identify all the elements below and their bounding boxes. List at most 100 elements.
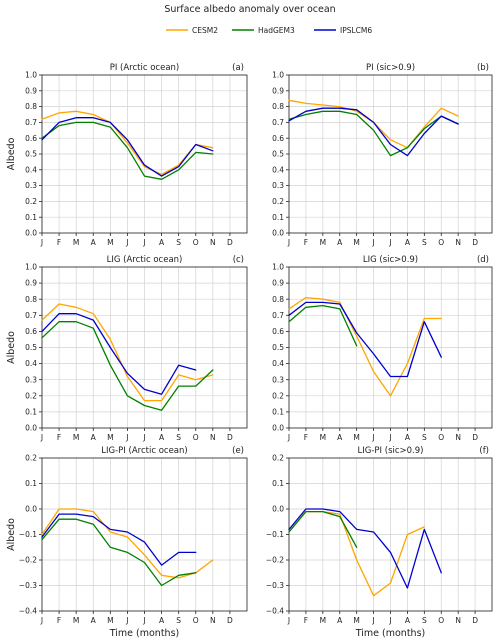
x-tick-label: J xyxy=(40,433,43,442)
y-tick-label: 1.0 xyxy=(272,263,284,272)
y-tick-label: 0.8 xyxy=(272,102,284,111)
x-tick-label: M xyxy=(353,433,359,442)
x-tick-label: S xyxy=(176,433,181,442)
x-tick-label: D xyxy=(472,616,478,625)
x-tick-label: M xyxy=(107,238,113,247)
legend-label-hadgem3: HadGEM3 xyxy=(258,26,295,35)
x-tick-label: J xyxy=(287,238,290,247)
x-tick-label: M xyxy=(353,238,359,247)
series-line-hadgem3 xyxy=(288,110,459,157)
panel-title: LIG-PI (sic>0.9) xyxy=(358,446,424,456)
x-tick-label: O xyxy=(438,433,444,442)
x-tick-label: J xyxy=(125,238,128,247)
x-tick-label: A xyxy=(91,433,97,442)
x-tick-label: A xyxy=(337,433,343,442)
y-tick-label: 0.2 xyxy=(272,391,284,400)
x-tick-label: F xyxy=(57,238,61,247)
y-tick-label: 0.6 xyxy=(25,134,37,143)
series-line-hadgem3 xyxy=(288,510,358,548)
y-tick-label: 0.6 xyxy=(272,327,284,336)
x-tick-label: O xyxy=(438,238,444,247)
y-tick-label: −0.1 xyxy=(266,530,284,539)
x-tick-label: A xyxy=(405,616,411,625)
y-tick-label: 0.1 xyxy=(25,479,37,488)
x-tick-label: D xyxy=(227,433,233,442)
y-axis-label: Albedo xyxy=(6,137,17,170)
y-tick-label: 0.7 xyxy=(25,311,37,320)
x-tick-label: J xyxy=(371,616,374,625)
series-line-cesm2 xyxy=(288,296,442,397)
panel-e: −0.4 −0.3 −0.2 −0.1 0.0 0.1 0.2 J F M A M J J A S O N D LIG… xyxy=(6,446,248,639)
x-tick-label: F xyxy=(57,616,61,625)
panel-b: 0.0 0.1 0.2 0.3 0.4 0.5 0.6 0.7 0.8 0.9 1.0 J F M A M J J… xyxy=(272,63,493,247)
y-tick-label: 0.2 xyxy=(25,197,37,206)
y-tick-label: 0.6 xyxy=(272,134,284,143)
x-tick-label: D xyxy=(227,616,233,625)
y-tick-label: 0.8 xyxy=(25,295,37,304)
x-tick-label: A xyxy=(337,238,343,247)
x-tick-label: J xyxy=(40,238,43,247)
x-tick-label: M xyxy=(320,238,326,247)
x-tick-label: N xyxy=(210,433,216,442)
chart-panels: 0.0 0.1 0.2 0.3 0.4 0.5 0.6 0.7 0.8 0.9 1.0 J F M A M J J… xyxy=(6,63,493,639)
y-axis-label: Albedo xyxy=(6,518,17,551)
series-line-hadgem3 xyxy=(41,518,197,587)
panel-a: 0.0 0.1 0.2 0.3 0.4 0.5 0.6 0.7 0.8 0.9 1.0 J F M A M J J… xyxy=(6,63,248,247)
x-tick-label: F xyxy=(57,433,61,442)
y-tick-label: 0.0 xyxy=(25,229,37,238)
x-tick-label: N xyxy=(210,616,216,625)
y-tick-label: −0.3 xyxy=(266,581,284,590)
y-tick-label: 0.0 xyxy=(272,505,284,514)
y-tick-label: 0.5 xyxy=(272,343,284,352)
series-line-ipslcm6 xyxy=(288,107,459,157)
y-tick-label: −0.2 xyxy=(19,556,37,565)
x-tick-label: N xyxy=(210,238,216,247)
x-tick-label: N xyxy=(455,238,461,247)
x-tick-label: N xyxy=(455,616,461,625)
plot-frame xyxy=(288,266,493,429)
panel-letter: (e) xyxy=(232,446,244,456)
x-tick-label: A xyxy=(159,616,165,625)
y-tick-label: 0.4 xyxy=(25,165,37,174)
y-tick-label: 0.8 xyxy=(25,102,37,111)
panel-title: LIG-PI (Arctic ocean) xyxy=(101,446,187,456)
x-tick-label: F xyxy=(304,616,308,625)
y-tick-label: 0.3 xyxy=(272,375,284,384)
x-tick-label: A xyxy=(405,433,411,442)
y-tick-label: 0.5 xyxy=(25,343,37,352)
y-tick-label: 0.9 xyxy=(272,279,284,288)
y-tick-label: 0.1 xyxy=(272,479,284,488)
series-line-ipslcm6 xyxy=(41,513,197,566)
y-tick-label: 0.4 xyxy=(272,165,284,174)
y-tick-label: 0.0 xyxy=(25,424,37,433)
y-tick-label: 0.7 xyxy=(272,118,284,127)
series-line-hadgem3 xyxy=(41,121,214,180)
series-line-cesm2 xyxy=(41,508,214,579)
panel-letter: (c) xyxy=(233,255,244,265)
x-tick-label: D xyxy=(227,238,233,247)
x-tick-label: J xyxy=(142,433,145,442)
y-tick-label: 0.4 xyxy=(25,359,37,368)
y-tick-label: 1.0 xyxy=(25,263,37,272)
series-line-ipslcm6 xyxy=(41,117,214,177)
panel-title: LIG (sic>0.9) xyxy=(363,255,418,265)
x-tick-label: F xyxy=(304,433,308,442)
y-tick-label: −0.4 xyxy=(19,607,37,616)
y-tick-label: −0.3 xyxy=(19,581,37,590)
y-tick-label: 1.0 xyxy=(272,71,284,80)
legend-label-ipslcm6: IPSLCM6 xyxy=(340,26,372,35)
x-tick-label: D xyxy=(472,433,478,442)
y-tick-label: 0.0 xyxy=(272,229,284,238)
panel-title: LIG (Arctic ocean) xyxy=(107,255,183,265)
x-tick-label: M xyxy=(320,433,326,442)
panel-letter: (a) xyxy=(232,63,244,73)
series-line-cesm2 xyxy=(41,303,214,402)
x-tick-label: J xyxy=(388,616,391,625)
y-tick-label: 0.3 xyxy=(25,375,37,384)
y-tick-label: −0.2 xyxy=(266,556,284,565)
plot-frame xyxy=(288,74,493,234)
x-tick-label: A xyxy=(159,433,165,442)
y-tick-label: 0.2 xyxy=(272,454,284,463)
panel-title: PI (sic>0.9) xyxy=(366,63,415,73)
